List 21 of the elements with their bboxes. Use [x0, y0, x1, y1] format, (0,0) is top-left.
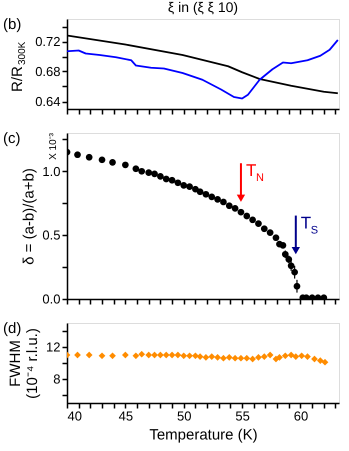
- x-tick-label: 45: [118, 408, 134, 424]
- text: (d): [3, 320, 22, 337]
- y-tick-label: 12: [46, 340, 60, 354]
- text: (b): [3, 16, 22, 33]
- y-tick-label: 0.64: [35, 94, 60, 109]
- y-tick-label: 8: [53, 372, 60, 386]
- chart-title: ξ in (ξ ξ 10): [168, 0, 238, 15]
- y-tick-label: 0.68: [35, 64, 60, 79]
- y-axis-title: R/R300K: [9, 41, 28, 92]
- text: (c): [3, 130, 20, 147]
- x-tick-label: 55: [235, 408, 250, 424]
- y-tick-label: 1.0: [42, 164, 60, 179]
- x-axis-title: Temperature (K): [149, 426, 258, 444]
- y-tick-label: 0.5: [42, 228, 60, 243]
- x-tick-label: 50: [177, 408, 192, 424]
- text: X 10⁻³: [48, 132, 59, 160]
- y-tick-label: 0.72: [35, 34, 60, 49]
- x-tick-label: 40: [68, 408, 82, 424]
- y-tick-label: 0.0: [42, 292, 60, 306]
- y-axis-title: δ = (a-b)/(a+b): [20, 168, 38, 265]
- x-tick-label: 60: [294, 408, 308, 424]
